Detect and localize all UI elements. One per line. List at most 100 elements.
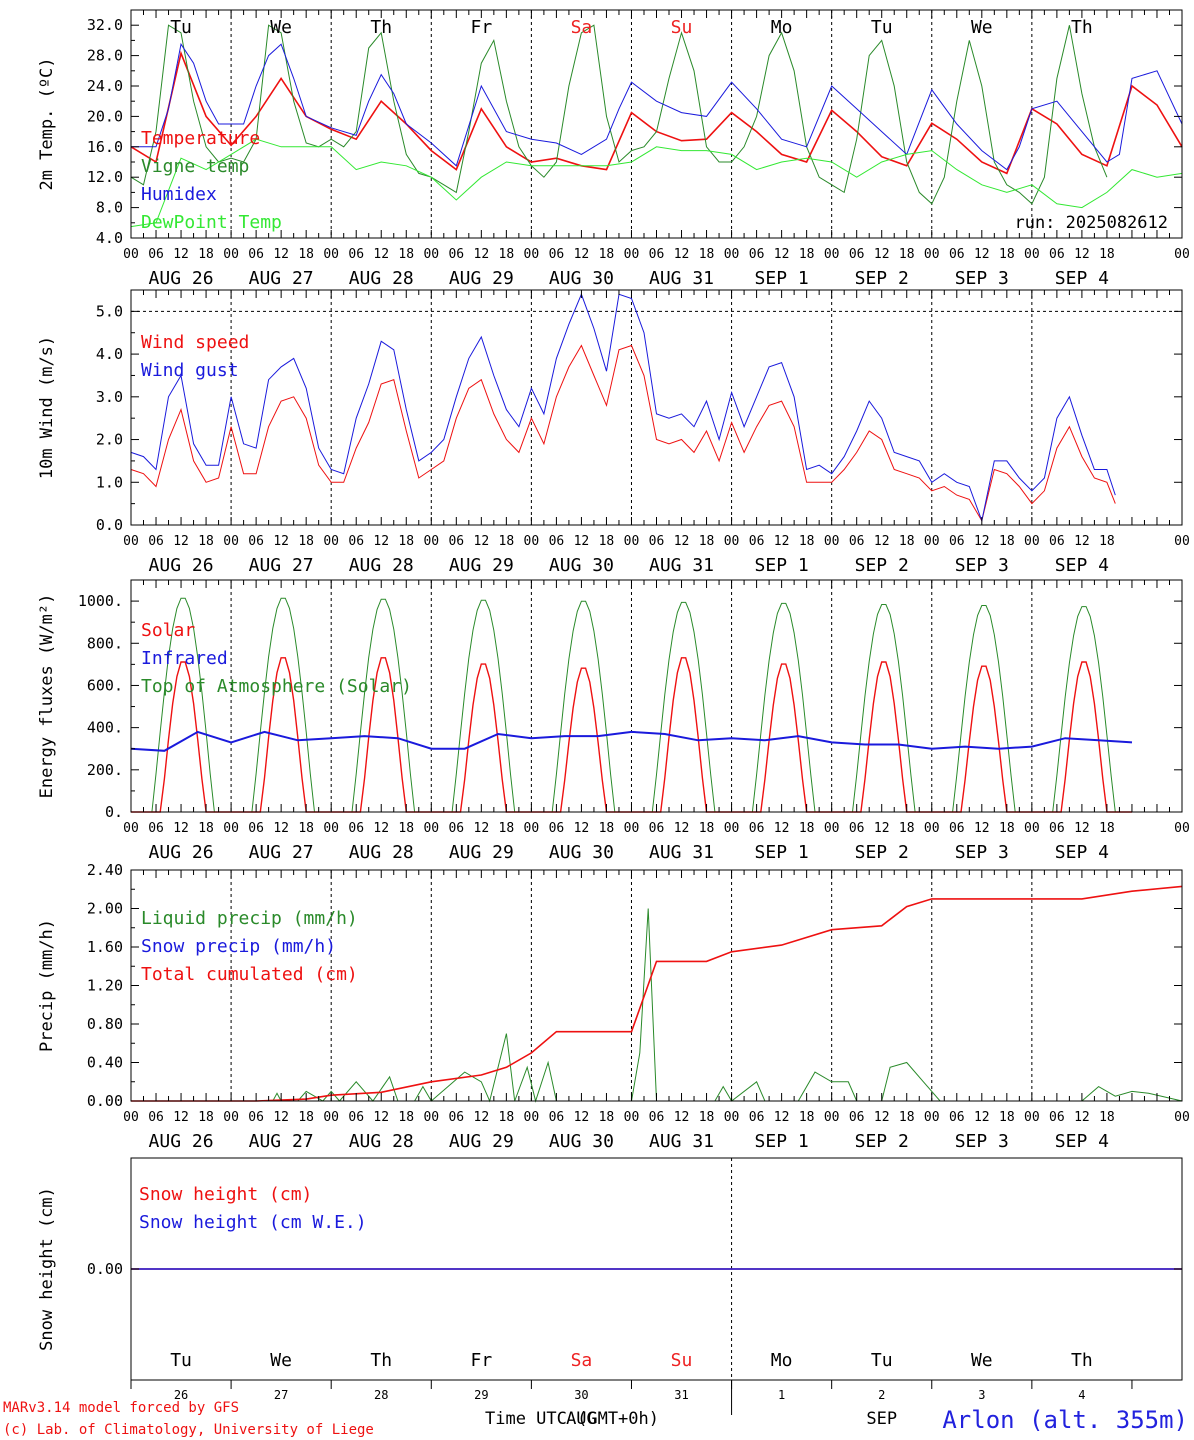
precip-hour-label: 00 bbox=[924, 1110, 940, 1125]
day-name-bottom: Sa bbox=[571, 1350, 593, 1371]
wind-hour-label: 00 bbox=[924, 534, 940, 549]
wind-hour-label: 12 bbox=[874, 534, 890, 549]
precip-date-label: SEP 1 bbox=[755, 1131, 809, 1152]
wind-date-label: AUG 31 bbox=[649, 555, 714, 576]
temp-hour-label: 00 bbox=[824, 247, 840, 262]
wind-y-axis-title: 10m Wind (m/s) bbox=[37, 336, 57, 479]
energy-hour-label: 06 bbox=[1049, 821, 1065, 836]
energy-hour-label: 00 bbox=[323, 821, 339, 836]
day-name-bottom: Th bbox=[1071, 1350, 1093, 1371]
precip-date-label: AUG 28 bbox=[349, 1131, 414, 1152]
temp-hour-label: 12 bbox=[974, 247, 990, 262]
energy-legend-1: Infrared bbox=[141, 648, 228, 669]
precip-y-axis-title: Precip (mm/h) bbox=[37, 919, 57, 1052]
energy-hour-label: 06 bbox=[849, 821, 865, 836]
energy-date-label: AUG 31 bbox=[649, 842, 714, 863]
precip-legend-0: Liquid precip (mm/h) bbox=[141, 908, 358, 929]
energy-date-label: AUG 27 bbox=[249, 842, 314, 863]
wind-legend-1: Wind gust bbox=[141, 360, 239, 381]
precip-hour-label: 12 bbox=[474, 1110, 490, 1125]
temp-y-tick-label: 32.0 bbox=[87, 16, 123, 34]
precip-hour-label: 00 bbox=[724, 1110, 740, 1125]
wind-hour-label: 18 bbox=[499, 534, 515, 549]
precip-hour-label: 00 bbox=[323, 1110, 339, 1125]
energy-hour-label: 00 bbox=[1174, 821, 1190, 836]
wind-hour-label: 06 bbox=[148, 534, 164, 549]
temp-date-label: SEP 2 bbox=[855, 268, 909, 289]
day-name-bottom: Tu bbox=[170, 1350, 192, 1371]
wind-frame bbox=[130, 289, 1183, 526]
energy-hour-label: 12 bbox=[974, 821, 990, 836]
wind-hour-label: 00 bbox=[423, 534, 439, 549]
temp-hour-label: 18 bbox=[899, 247, 915, 262]
temp-y-tick-label: 12.0 bbox=[87, 168, 123, 186]
day-number: 3 bbox=[978, 1388, 985, 1402]
wind-hour-label: 00 bbox=[824, 534, 840, 549]
energy-hour-label: 06 bbox=[248, 821, 264, 836]
wind-hour-label: 06 bbox=[448, 534, 464, 549]
wind-hour-label: 06 bbox=[248, 534, 264, 549]
station-label: Arlon (alt. 355m) bbox=[942, 1406, 1188, 1434]
energy-hour-label: 18 bbox=[499, 821, 515, 836]
precip-hour-label: 12 bbox=[173, 1110, 189, 1125]
wind-date-label: AUG 26 bbox=[149, 555, 214, 576]
day-name-top: Th bbox=[370, 17, 392, 38]
wind-hour-label: 00 bbox=[1024, 534, 1040, 549]
temp-hour-label: 06 bbox=[549, 247, 565, 262]
temp-y-tick-label: 28.0 bbox=[87, 47, 123, 65]
precip-date-label: SEP 4 bbox=[1055, 1131, 1109, 1152]
wind-hour-label: 00 bbox=[223, 534, 239, 549]
wind-hour-label: 12 bbox=[774, 534, 790, 549]
temp-hour-label: 06 bbox=[248, 247, 264, 262]
temp-hour-label: 18 bbox=[1099, 247, 1115, 262]
temp-date-label: AUG 30 bbox=[549, 268, 614, 289]
temp-hour-label: 18 bbox=[499, 247, 515, 262]
energy-hour-label: 12 bbox=[173, 821, 189, 836]
wind-hour-label: 00 bbox=[524, 534, 540, 549]
wind-hour-label: 18 bbox=[999, 534, 1015, 549]
temp-legend-1: Vigne temp bbox=[141, 156, 249, 177]
energy-hour-label: 12 bbox=[574, 821, 590, 836]
day-name-top: We bbox=[270, 17, 292, 38]
energy-hour-label: 00 bbox=[423, 821, 439, 836]
temp-legend-0: Temperature bbox=[141, 128, 260, 149]
precip-date-label: AUG 29 bbox=[449, 1131, 514, 1152]
energy-hour-label: 12 bbox=[674, 821, 690, 836]
energy-date-label: AUG 29 bbox=[449, 842, 514, 863]
precip-hour-label: 18 bbox=[799, 1110, 815, 1125]
day-name-top: Su bbox=[671, 17, 693, 38]
temp-hour-label: 12 bbox=[574, 247, 590, 262]
energy-hour-label: 06 bbox=[549, 821, 565, 836]
temp-series-3 bbox=[130, 138, 1183, 228]
temp-series-2 bbox=[131, 42, 1183, 171]
energy-hour-label: 18 bbox=[899, 821, 915, 836]
wind-hour-label: 12 bbox=[373, 534, 389, 549]
temp-date-label: SEP 1 bbox=[755, 268, 809, 289]
energy-date-label: AUG 30 bbox=[549, 842, 614, 863]
energy-hour-label: 18 bbox=[398, 821, 414, 836]
energy-hour-label: 00 bbox=[123, 821, 139, 836]
wind-hour-label: 12 bbox=[674, 534, 690, 549]
day-name-bottom: We bbox=[971, 1350, 993, 1371]
day-number: 29 bbox=[474, 1388, 488, 1402]
precip-hour-label: 12 bbox=[574, 1110, 590, 1125]
wind-hour-label: 12 bbox=[974, 534, 990, 549]
wind-hour-label: 12 bbox=[1074, 534, 1090, 549]
wind-series-0 bbox=[130, 344, 1116, 523]
energy-date-label: SEP 2 bbox=[855, 842, 909, 863]
temp-hour-label: 12 bbox=[474, 247, 490, 262]
temp-series-1 bbox=[130, 24, 1108, 205]
energy-hour-label: 00 bbox=[824, 821, 840, 836]
energy-legend-2: Top of Atmosphere (Solar) bbox=[141, 676, 412, 697]
wind-hour-label: 12 bbox=[574, 534, 590, 549]
temp-hour-label: 06 bbox=[448, 247, 464, 262]
energy-y-tick-label: 200. bbox=[87, 761, 123, 779]
temp-hour-label: 00 bbox=[524, 247, 540, 262]
day-number: 26 bbox=[174, 1388, 188, 1402]
temp-hour-label: 06 bbox=[849, 247, 865, 262]
temp-frame bbox=[130, 9, 1183, 239]
temp-hour-label: 12 bbox=[273, 247, 289, 262]
temp-hour-label: 18 bbox=[999, 247, 1015, 262]
energy-hour-label: 12 bbox=[373, 821, 389, 836]
